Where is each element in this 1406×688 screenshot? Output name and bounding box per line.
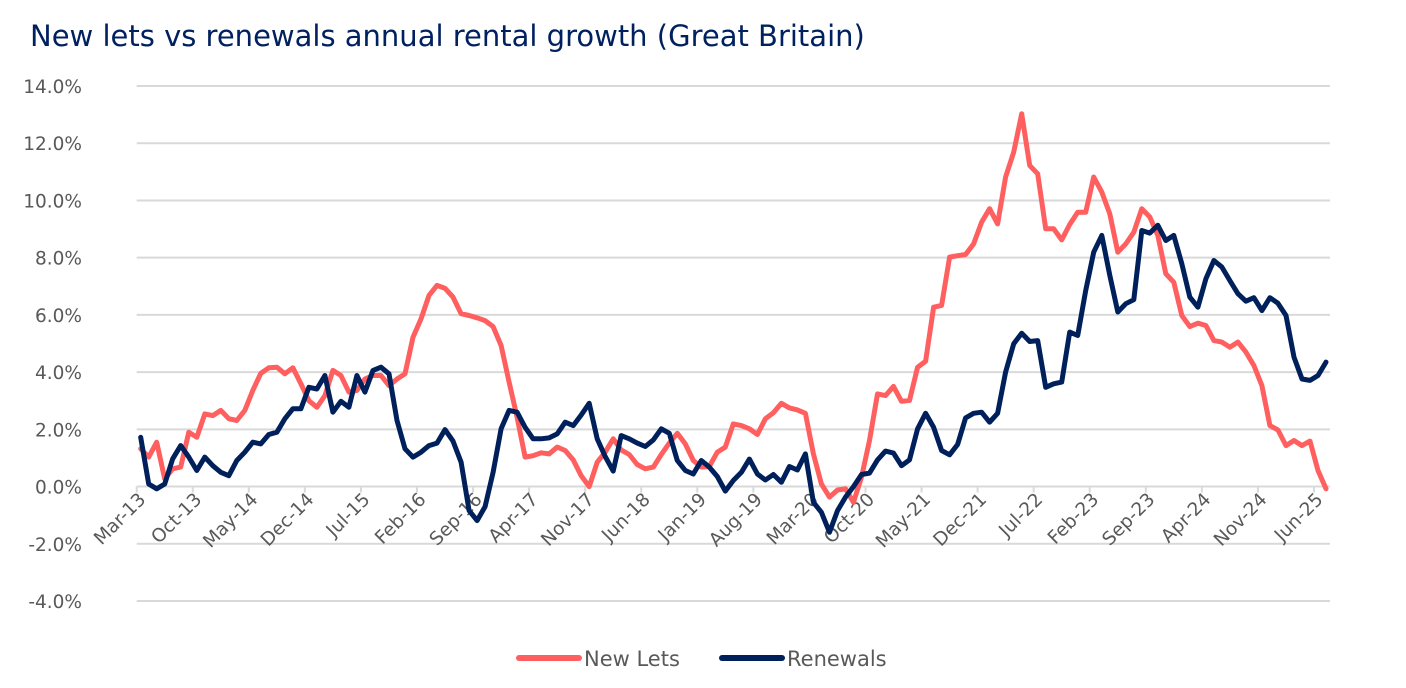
- y-tick-label: 4.0%: [35, 363, 82, 384]
- x-tick-label: Sep-23: [1098, 489, 1159, 550]
- y-tick-label: 0.0%: [35, 478, 82, 499]
- legend-label-new-lets: New Lets: [584, 647, 680, 671]
- x-tick-label: Apr-24: [1157, 489, 1215, 547]
- x-tick-label: Apr-17: [485, 489, 543, 547]
- series-line-new-lets: [138, 111, 1329, 505]
- y-tick-label: 12.0%: [23, 134, 82, 155]
- x-tick-label: Oct-13: [147, 489, 206, 548]
- x-tick-label: Mar-13: [90, 489, 150, 549]
- y-tick-label: -4.0%: [28, 592, 82, 613]
- x-tick-label: Aug-19: [705, 489, 767, 551]
- y-tick-label: 2.0%: [35, 420, 82, 441]
- y-tick-label: 10.0%: [23, 191, 82, 212]
- x-tick-label: Nov-24: [1210, 489, 1271, 550]
- x-tick-label: Jan-19: [654, 489, 711, 546]
- legend-label-renewals: Renewals: [787, 647, 887, 671]
- y-axis-tick-labels: 14.0% 12.0% 10.0% 8.0% 6.0% 4.0% 2.0% 0.0% -2.0%…: [23, 77, 82, 613]
- series-lines: [138, 111, 1329, 535]
- legend: New Lets Renewals: [516, 647, 887, 671]
- y-tick-label: 8.0%: [35, 249, 82, 270]
- x-tick-label: Feb-23: [1044, 489, 1103, 548]
- x-tick-label: Dec-14: [257, 489, 319, 551]
- x-tick-label: Jun-18: [597, 489, 654, 546]
- x-tick-label: Jun-25: [1270, 489, 1327, 546]
- x-tick-label: Nov-17: [537, 489, 598, 550]
- y-tick-label: -2.0%: [28, 535, 82, 556]
- y-tick-label: 6.0%: [35, 306, 82, 327]
- x-tick-label: Jul-15: [322, 489, 375, 542]
- chart-title: New lets vs renewals annual rental growt…: [30, 19, 865, 53]
- x-tick-label: Feb-16: [371, 489, 430, 548]
- x-tick-label: Jul-22: [995, 489, 1048, 542]
- series-points-renewals: [140, 225, 1327, 533]
- x-tick-label: Dec-21: [930, 489, 992, 551]
- series-points-new-lets: [140, 113, 1327, 503]
- y-tick-label: 14.0%: [23, 77, 82, 98]
